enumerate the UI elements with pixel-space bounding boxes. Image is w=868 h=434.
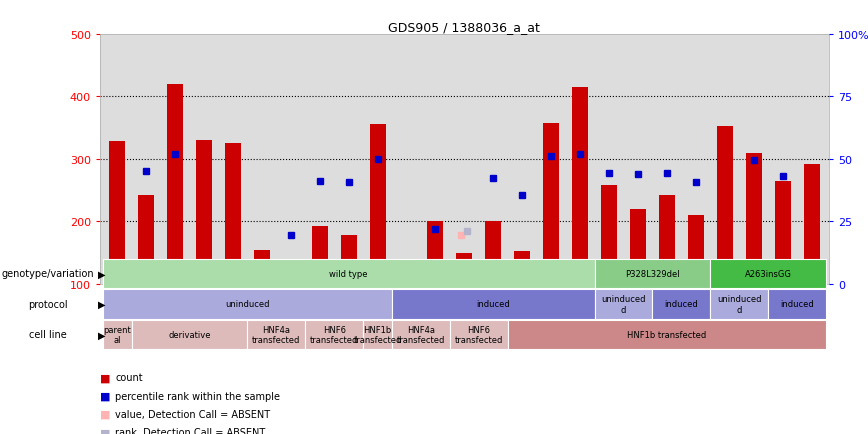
Bar (514, 252, 530, 284)
Text: value, Detection Call = ABSENT: value, Detection Call = ABSENT (115, 409, 271, 419)
Text: uninduced
d: uninduced d (717, 295, 761, 314)
Text: HNF4a
transfected: HNF4a transfected (397, 325, 445, 344)
Title: GDS905 / 1388036_a_at: GDS905 / 1388036_a_at (389, 20, 540, 33)
Text: HNF4a
transfected: HNF4a transfected (252, 325, 300, 344)
Bar (572, 88, 588, 284)
Bar (398, 266, 414, 284)
Text: rank, Detection Call = ABSENT: rank, Detection Call = ABSENT (115, 427, 266, 434)
Bar (804, 164, 819, 284)
Text: ▶: ▶ (98, 299, 106, 309)
Bar (485, 222, 501, 284)
Bar (225, 144, 240, 284)
Bar (312, 227, 327, 284)
Bar (138, 196, 155, 284)
Text: ▶: ▶ (98, 330, 106, 339)
Text: ■: ■ (100, 373, 110, 382)
Bar (659, 196, 674, 284)
Bar (717, 126, 733, 284)
Bar (370, 125, 385, 284)
Text: induced: induced (477, 300, 510, 309)
Text: genotype/variation: genotype/variation (2, 269, 94, 279)
Text: ■: ■ (100, 427, 110, 434)
Text: ■: ■ (100, 391, 110, 401)
Text: P328L329del: P328L329del (625, 270, 680, 278)
Text: ■: ■ (100, 409, 110, 419)
Text: wild type: wild type (329, 270, 368, 278)
Text: count: count (115, 373, 143, 382)
Text: HNF1b transfected: HNF1b transfected (628, 330, 707, 339)
Text: uninduced
d: uninduced d (602, 295, 646, 314)
Bar (253, 250, 270, 284)
Bar (167, 85, 183, 284)
Bar (109, 142, 125, 284)
Bar (601, 186, 617, 284)
Bar (630, 210, 646, 284)
Text: protocol: protocol (28, 299, 68, 309)
Bar (283, 279, 299, 284)
Text: A263insGG: A263insGG (745, 270, 792, 278)
Bar (427, 222, 444, 284)
Bar (774, 181, 791, 284)
Text: parent
al: parent al (103, 325, 131, 344)
Text: HNF1b
transfected: HNF1b transfected (353, 325, 402, 344)
Bar (746, 153, 761, 284)
Text: ▶: ▶ (98, 269, 106, 279)
Text: HNF6
transfected: HNF6 transfected (455, 325, 503, 344)
Text: induced: induced (780, 300, 814, 309)
Bar (687, 215, 704, 284)
Text: cell line: cell line (29, 330, 67, 339)
Bar (457, 253, 472, 284)
Bar (543, 124, 559, 284)
Text: uninduced: uninduced (225, 300, 270, 309)
Bar (196, 141, 212, 284)
Text: induced: induced (665, 300, 698, 309)
Text: derivative: derivative (168, 330, 211, 339)
Text: HNF6
transfected: HNF6 transfected (310, 325, 358, 344)
Text: percentile rank within the sample: percentile rank within the sample (115, 391, 280, 401)
Bar (340, 236, 357, 284)
